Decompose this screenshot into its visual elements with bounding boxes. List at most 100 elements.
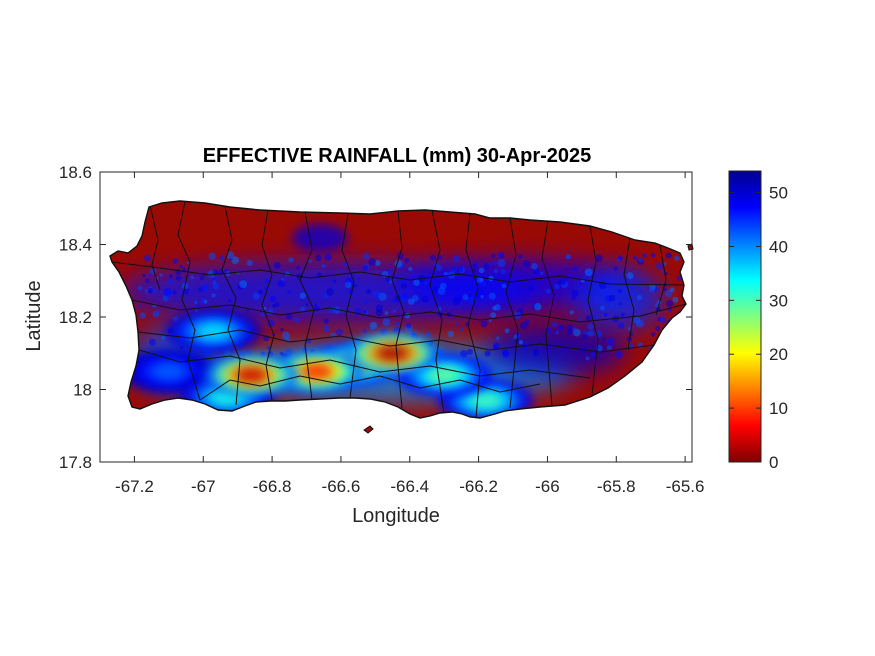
- rain-speckle: [163, 288, 172, 296]
- rain-speckle: [452, 255, 460, 263]
- colorbar-tick-label: 20: [769, 345, 788, 364]
- rain-speckle: [425, 331, 431, 338]
- rain-speckle: [638, 258, 643, 263]
- municipality-boundary: [131, 299, 686, 323]
- rain-speckle: [437, 287, 446, 295]
- rain-speckle: [321, 264, 326, 268]
- rain-speckle: [602, 338, 606, 342]
- rain-speckle: [365, 300, 369, 304]
- rain-speckle: [260, 312, 265, 317]
- rain-speckle: [211, 276, 216, 281]
- municipality-boundary: [623, 237, 635, 351]
- rain-speckle: [308, 259, 313, 264]
- rain-speckle: [175, 275, 182, 282]
- rain-speckle: [522, 343, 529, 350]
- municipality-boundary: [465, 213, 481, 418]
- rain-speckle: [392, 309, 397, 313]
- rain-speckle: [554, 283, 560, 290]
- rain-speckle: [554, 329, 558, 333]
- rain-speckle: [179, 264, 183, 269]
- rain-speckle: [620, 312, 625, 317]
- rain-speckle: [343, 262, 348, 267]
- rain-speckle: [252, 293, 260, 300]
- rain-speckle: [212, 280, 217, 284]
- rain-speckle: [666, 299, 674, 308]
- rain-speckle: [488, 292, 496, 300]
- rain-speckle: [239, 280, 248, 289]
- rain-speckle: [493, 344, 497, 349]
- rain-speckle: [572, 327, 577, 332]
- y-axis-label: Latitude: [23, 280, 45, 351]
- rain-speckle: [565, 254, 571, 260]
- rain-speckle: [504, 328, 510, 334]
- rain-speckle: [591, 352, 597, 359]
- rain-speckle: [279, 351, 284, 356]
- rain-speckle: [606, 345, 612, 351]
- colorbar-gradient: [728, 170, 762, 463]
- rain-speckle: [585, 356, 590, 361]
- rain-speckle: [595, 254, 603, 263]
- rain-speckle: [211, 293, 216, 298]
- rain-speckle: [566, 329, 573, 336]
- rain-speckle: [326, 288, 334, 296]
- rain-speckle: [387, 269, 393, 274]
- rain-speckle: [656, 262, 664, 270]
- rain-speckle: [565, 267, 569, 271]
- rain-speckle: [362, 252, 370, 260]
- rain-speckle: [375, 309, 383, 317]
- rain-speckle: [228, 298, 232, 303]
- municipality-boundary: [221, 205, 241, 406]
- rain-speckle: [617, 289, 622, 294]
- rain-speckle: [447, 330, 455, 338]
- rain-speckle: [663, 262, 667, 266]
- rain-speckle: [642, 253, 647, 258]
- rain-speckle: [491, 253, 496, 258]
- rain-speckle: [402, 292, 408, 299]
- rain-speckle: [540, 271, 544, 275]
- rain-speckle: [523, 299, 527, 303]
- colorbar: 0 10 20 30 40 50: [728, 170, 788, 472]
- rain-speckle: [492, 306, 497, 311]
- rain-speckle: [466, 348, 473, 355]
- rain-hotspot: [344, 332, 441, 375]
- rain-speckle: [200, 298, 205, 304]
- rain-speckle: [352, 273, 356, 277]
- rain-speckle: [362, 265, 369, 271]
- rain-speckle: [144, 289, 148, 293]
- x-axis-label: Longitude: [352, 505, 440, 527]
- rain-speckle: [626, 272, 634, 280]
- x-tick-label: -66.8: [253, 477, 292, 496]
- rain-speckle: [569, 310, 574, 315]
- rain-speckle: [333, 306, 341, 314]
- y-tick-label: 18.6: [59, 163, 92, 182]
- rain-speckle: [488, 262, 493, 267]
- rain-speckle: [676, 275, 682, 281]
- rain-speckle: [492, 260, 498, 266]
- municipality-boundary: [341, 213, 357, 399]
- rain-speckle: [480, 281, 487, 287]
- municipality-boundaries: [111, 201, 686, 418]
- rain-hotspot: [203, 353, 300, 397]
- rain-speckle: [421, 295, 429, 303]
- rain-speckle: [502, 351, 510, 358]
- rain-speckle: [280, 327, 284, 332]
- rain-speckle: [212, 269, 218, 275]
- rain-speckle: [518, 340, 524, 345]
- municipality-boundary: [587, 225, 599, 396]
- rain-speckle: [583, 330, 589, 336]
- rain-speckle: [219, 255, 225, 262]
- rain-speckle: [169, 274, 173, 278]
- rain-speckle: [413, 279, 420, 286]
- rain-speckle: [663, 287, 667, 292]
- rain-speckle: [608, 294, 616, 302]
- rain-speckle: [457, 266, 464, 273]
- municipality-boundary: [199, 375, 541, 401]
- rain-speckle: [199, 275, 205, 281]
- rain-band-6: [292, 224, 348, 252]
- rain-speckle: [139, 312, 146, 319]
- rain-speckle: [246, 259, 253, 266]
- rain-speckle: [246, 308, 250, 312]
- island-outline: [109, 200, 687, 419]
- rain-speckle: [659, 316, 666, 324]
- rain-speckle: [273, 262, 281, 269]
